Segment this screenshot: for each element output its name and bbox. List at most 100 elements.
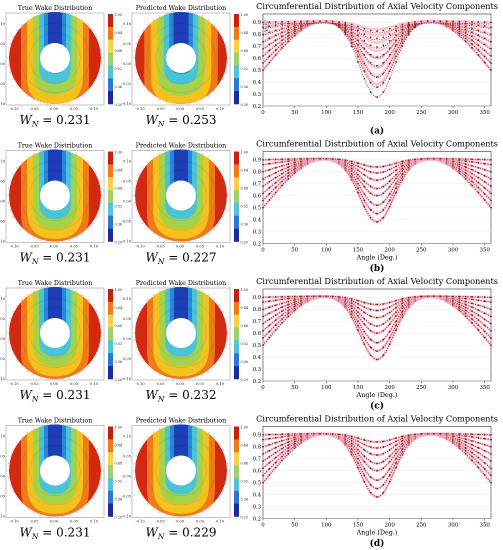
line-chart-2-point bbox=[363, 323, 366, 326]
line-chart-1-point bbox=[262, 163, 264, 166]
line-chart-3-point bbox=[433, 432, 435, 435]
pred-wake-0-ytick: 0.05 bbox=[123, 42, 132, 46]
pred-wake-1-ytick: -0.05 bbox=[122, 220, 132, 224]
line-chart-0-point bbox=[262, 47, 264, 50]
line-chart-3-ytick: 0.7 bbox=[253, 457, 261, 463]
line-chart-0-point bbox=[376, 86, 378, 89]
line-chart-2-point bbox=[483, 336, 486, 339]
line-chart-3-point bbox=[395, 444, 397, 447]
line-chart-2-point bbox=[401, 298, 404, 300]
true-wake-1-colorbar-seg bbox=[108, 177, 113, 191]
line-chart-2-point bbox=[382, 308, 385, 311]
line-chart-1-point bbox=[281, 172, 283, 175]
line-chart-3-point bbox=[357, 440, 359, 443]
line-chart-2-point bbox=[363, 336, 366, 339]
line-chart-1-point bbox=[357, 165, 359, 168]
line-chart-2-point bbox=[490, 315, 492, 318]
line-chart-1-point bbox=[287, 175, 290, 177]
line-chart-1-point bbox=[363, 164, 366, 166]
line-chart-2-point bbox=[458, 301, 461, 304]
line-chart-3-point bbox=[293, 440, 296, 443]
line-chart-3-point bbox=[471, 455, 473, 458]
line-chart-1-point bbox=[357, 187, 359, 190]
line-chart-3-point bbox=[471, 439, 473, 442]
line-chart-0-point bbox=[407, 33, 410, 36]
line-chart-3-point bbox=[382, 460, 385, 463]
line-chart-0-point bbox=[262, 26, 264, 29]
line-chart-0-point bbox=[471, 43, 473, 45]
true-wake-3-ytick: 0.00 bbox=[0, 475, 6, 479]
line-chart-2-point bbox=[382, 329, 385, 332]
line-chart-2-point bbox=[477, 309, 480, 312]
line-chart-1-point bbox=[464, 163, 467, 165]
line-chart-1-point bbox=[363, 180, 366, 183]
line-chart-3-point bbox=[490, 474, 492, 477]
line-chart-2-point bbox=[382, 315, 385, 318]
line-chart-1-point bbox=[363, 185, 366, 188]
line-chart-0-point bbox=[262, 40, 264, 43]
line-chart-3-point bbox=[464, 447, 467, 449]
line-chart-0-point bbox=[458, 30, 461, 33]
pred-wake-2-cbtick: 0.52 bbox=[241, 342, 249, 346]
line-chart-2-ytick: 0.9 bbox=[253, 295, 261, 301]
line-chart-0-point bbox=[338, 21, 340, 23]
pred-wake-2-xtick: -0.05 bbox=[155, 382, 165, 386]
line-chart-0-point bbox=[477, 21, 480, 23]
line-chart-0-ytick: 0.4 bbox=[253, 80, 262, 86]
line-chart-1-point bbox=[452, 157, 454, 160]
pred-wake-1-ytick: 0.05 bbox=[123, 180, 132, 184]
line-chart-1-point bbox=[306, 157, 309, 160]
line-chart-1-point bbox=[268, 186, 271, 189]
line-chart-3-point bbox=[426, 432, 429, 435]
pred-wake-1-colorbar-seg bbox=[234, 190, 239, 204]
true-wake-0-cbtick: 0.52 bbox=[115, 67, 123, 71]
true-wake-2-colorbar-seg bbox=[108, 289, 113, 303]
true-wake-2-colorbar-seg bbox=[108, 366, 113, 380]
line-chart-1-point bbox=[471, 172, 473, 175]
line-chart-0-point bbox=[350, 45, 353, 48]
line-chart-3-point bbox=[287, 447, 290, 449]
true-wake-0-xtick: 0.10 bbox=[90, 107, 99, 111]
line-chart-1-point bbox=[274, 161, 277, 164]
line-chart-0-point bbox=[477, 24, 480, 27]
line-chart-2: Circumferential Distribution of Axial Ve… bbox=[253, 276, 498, 399]
line-chart-3-point bbox=[483, 474, 486, 476]
line-chart-3-xtick: 250 bbox=[416, 523, 427, 529]
pred-wake-0-cbtick: 0.68 bbox=[241, 49, 249, 53]
line-chart-2-point bbox=[388, 311, 391, 314]
line-chart-1-point bbox=[471, 180, 473, 183]
line-chart-0-point bbox=[490, 21, 492, 24]
line-chart-1-point bbox=[483, 168, 486, 171]
line-chart-1-point bbox=[312, 157, 315, 160]
line-chart-1-point bbox=[395, 173, 397, 176]
line-chart-0-pred-series-6 bbox=[262, 22, 492, 41]
line-chart-3-point bbox=[268, 433, 271, 436]
line-chart-0-point bbox=[350, 32, 353, 34]
line-chart-0-point bbox=[388, 33, 391, 36]
line-chart-3-point bbox=[293, 433, 296, 435]
line-chart-0-point bbox=[274, 44, 277, 47]
pred-wake-1-xtick: -0.10 bbox=[135, 245, 145, 249]
line-chart-1-point bbox=[369, 185, 372, 188]
line-chart-2-point bbox=[490, 308, 492, 311]
true-wake-2-cbtick: 0.84 bbox=[115, 306, 123, 310]
line-chart-3-point bbox=[483, 437, 486, 440]
line-chart-1-ytick: 0.8 bbox=[253, 170, 261, 176]
pred-wake-1-ytick: 0.00 bbox=[123, 200, 132, 204]
pred-wake-0-colorbar-seg bbox=[234, 39, 239, 53]
true-wake-2-colorbar-seg bbox=[108, 353, 113, 367]
line-chart-3-point bbox=[401, 442, 404, 445]
line-chart-3-point bbox=[395, 440, 397, 443]
line-chart-0-point bbox=[350, 23, 353, 26]
true-wake-1-wn: WN = 0.231 bbox=[20, 251, 91, 267]
line-chart-0-point bbox=[395, 29, 397, 32]
line-chart-1-point bbox=[490, 163, 492, 166]
line-chart-2-point bbox=[262, 329, 264, 332]
line-chart-1-point bbox=[357, 162, 359, 165]
line-chart-2-point bbox=[376, 325, 378, 327]
line-chart-1-point bbox=[471, 158, 473, 161]
line-chart-3-point bbox=[439, 432, 442, 435]
line-chart-1-point bbox=[350, 173, 353, 175]
line-chart-0-point bbox=[287, 37, 290, 40]
true-wake-1-colorbar-seg bbox=[108, 215, 113, 229]
